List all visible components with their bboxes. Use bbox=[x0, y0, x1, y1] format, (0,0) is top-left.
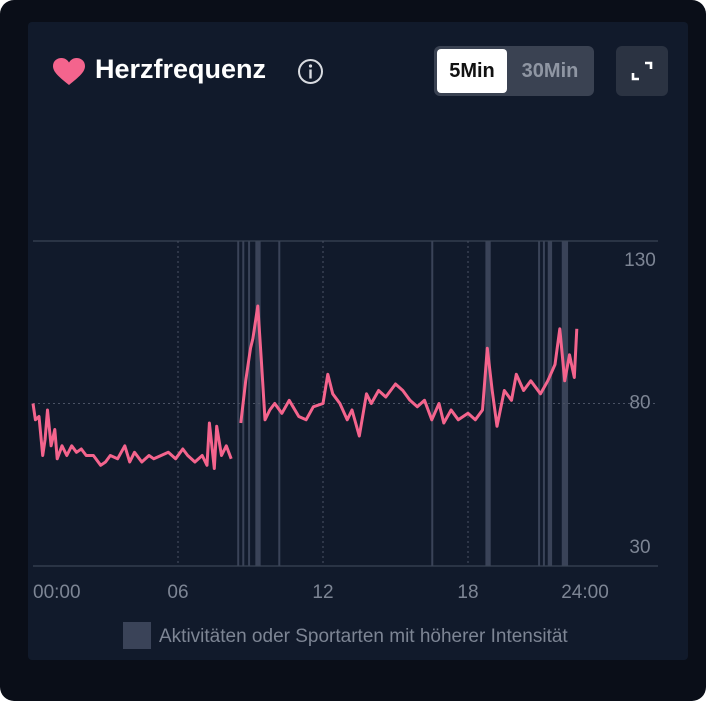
x-tick-label: 12 bbox=[312, 582, 333, 603]
toggle-option[interactable]: 30Min bbox=[521, 60, 579, 82]
x-tick-label: 06 bbox=[167, 582, 188, 603]
activity-band bbox=[431, 241, 434, 566]
heart-rate-line bbox=[31, 304, 579, 470]
title: Herzfrequenz bbox=[95, 54, 267, 84]
y-tick-label: 30 bbox=[629, 537, 650, 558]
x-tick-label: 24:00 bbox=[561, 582, 609, 603]
heart-icon bbox=[53, 58, 85, 85]
toggle-option[interactable]: 5Min bbox=[437, 49, 507, 93]
expand-button[interactable] bbox=[616, 46, 668, 96]
expand-icon bbox=[631, 61, 653, 81]
legend-swatch bbox=[123, 622, 151, 649]
interval-toggle: 5Min 30Min bbox=[434, 46, 594, 96]
x-tick-label: 00:00 bbox=[33, 582, 81, 603]
y-tick-label: 80 bbox=[629, 393, 650, 414]
panel bbox=[28, 22, 688, 660]
info-icon[interactable] bbox=[297, 58, 324, 85]
x-tick-label: 18 bbox=[457, 582, 478, 603]
legend-label: Aktivitäten oder Sportarten mit höherer … bbox=[159, 626, 568, 647]
y-tick-label: 130 bbox=[624, 250, 656, 271]
activity-band bbox=[255, 241, 261, 566]
